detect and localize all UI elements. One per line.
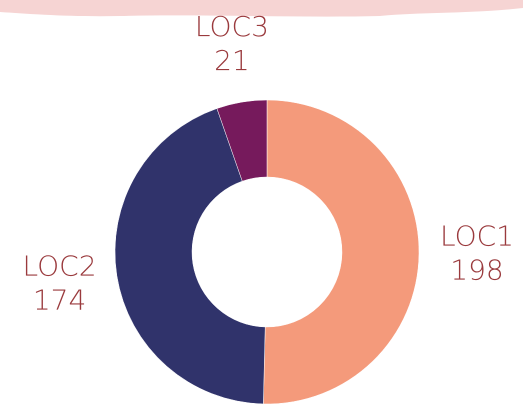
slice: [263, 99, 420, 405]
slice: [114, 108, 266, 405]
slice-label: LOC2: [23, 250, 97, 283]
value-label: 174: [33, 284, 86, 317]
slice-label: LOC1: [440, 220, 514, 253]
banner-decoration: [0, 0, 523, 17]
value-label: 21: [214, 44, 250, 77]
value-label: 198: [450, 254, 503, 287]
slice: [216, 99, 268, 182]
slice-label: LOC3: [195, 10, 269, 43]
